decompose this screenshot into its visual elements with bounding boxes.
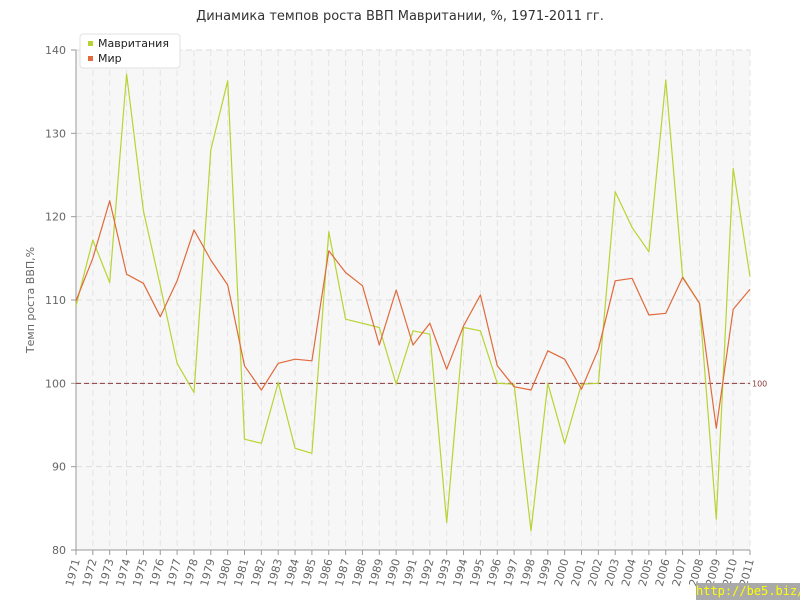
chart-title: Динамика темпов роста ВВП Мавритании, %,… [196, 9, 604, 24]
y-tick-label: 80 [52, 544, 66, 557]
y-tick-label: 110 [45, 294, 66, 307]
legend-label[interactable]: Мир [98, 52, 122, 65]
y-tick-label: 90 [52, 461, 66, 474]
y-tick-label: 130 [45, 127, 66, 140]
y-axis-label: Темп роста ВВП,% [24, 247, 37, 354]
legend-marker [88, 56, 93, 61]
y-tick-label: 120 [45, 211, 66, 224]
series-line-world [75, 200, 751, 429]
legend-label[interactable]: Мавритания [98, 37, 169, 50]
y-tick-label: 140 [45, 44, 66, 57]
watermark-link[interactable]: http://be5.biz/ [696, 583, 800, 600]
legend-marker [88, 41, 93, 46]
legend[interactable]: Мавритания Мир [79, 33, 181, 69]
series-lines [75, 73, 751, 532]
legend-box [79, 33, 181, 69]
grid-lines [75, 49, 751, 551]
reference-line-label: 100 [752, 379, 767, 388]
series-line-mauritania [75, 73, 751, 532]
y-tick-label: 100 [45, 377, 66, 390]
